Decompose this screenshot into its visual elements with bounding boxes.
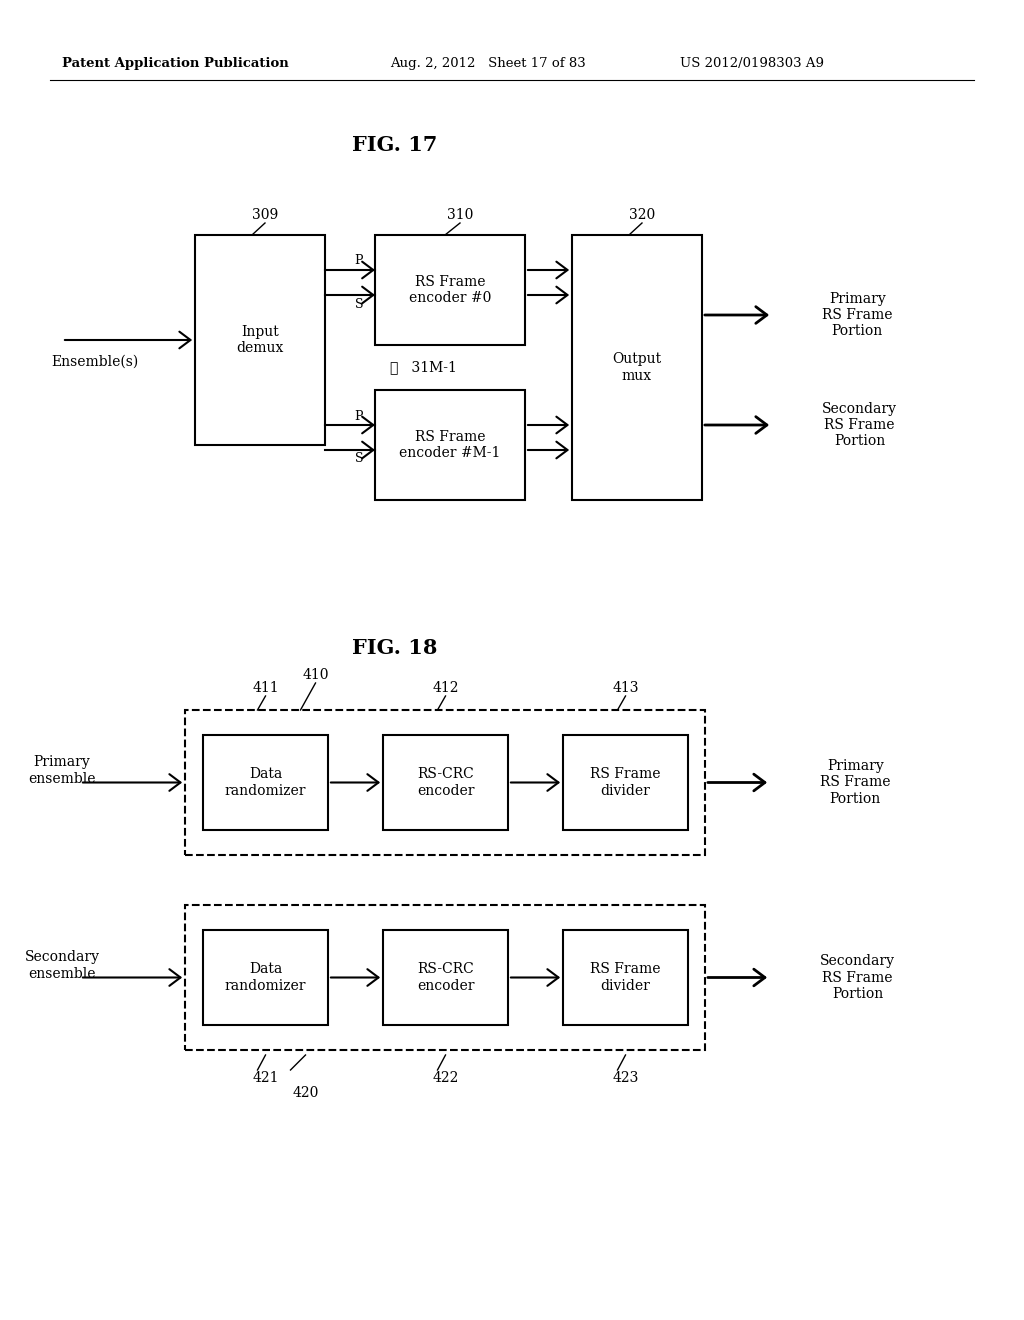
Text: Primary
RS Frame
Portion: Primary RS Frame Portion [820, 759, 891, 805]
Text: 413: 413 [612, 681, 639, 696]
Text: US 2012/0198303 A9: US 2012/0198303 A9 [680, 57, 824, 70]
Text: 423: 423 [612, 1071, 639, 1085]
Text: RS-CRC
encoder: RS-CRC encoder [417, 962, 474, 993]
Text: Output
mux: Output mux [612, 352, 662, 383]
Text: 410: 410 [302, 668, 329, 682]
Bar [185, 710, 705, 855]
Text: 309: 309 [252, 209, 279, 222]
Bar [203, 931, 328, 1026]
Bar [383, 735, 508, 830]
Text: Secondary
RS Frame
Portion: Secondary RS Frame Portion [822, 401, 897, 449]
Bar [195, 235, 325, 445]
Text: FIG. 17: FIG. 17 [352, 135, 437, 154]
Text: Patent Application Publication: Patent Application Publication [62, 57, 289, 70]
Text: 412: 412 [432, 681, 459, 696]
Text: Primary
RS Frame
Portion: Primary RS Frame Portion [822, 292, 893, 338]
Bar [383, 931, 508, 1026]
Bar [185, 906, 705, 1049]
Text: 421: 421 [252, 1071, 279, 1085]
Bar [563, 735, 688, 830]
Text: Ensemble(s): Ensemble(s) [51, 355, 138, 370]
Text: 320: 320 [629, 209, 655, 222]
Text: S: S [354, 453, 364, 466]
Text: RS-CRC
encoder: RS-CRC encoder [417, 767, 474, 797]
Text: 310: 310 [446, 209, 473, 222]
Text: 411: 411 [252, 681, 279, 696]
Text: RS Frame
divider: RS Frame divider [590, 767, 660, 797]
Text: Aug. 2, 2012   Sheet 17 of 83: Aug. 2, 2012 Sheet 17 of 83 [390, 57, 586, 70]
Text: Input
demux: Input demux [237, 325, 284, 355]
Bar [375, 235, 525, 345]
Text: RS Frame
encoder #0: RS Frame encoder #0 [409, 275, 492, 305]
Text: P: P [354, 255, 364, 268]
Bar [203, 735, 328, 830]
Text: Primary
ensemble: Primary ensemble [29, 755, 96, 785]
Text: FIG. 18: FIG. 18 [352, 638, 437, 657]
Bar [572, 235, 702, 500]
Text: S: S [354, 297, 364, 310]
Text: Data
randomizer: Data randomizer [224, 767, 306, 797]
Text: Secondary
RS Frame
Portion: Secondary RS Frame Portion [820, 954, 895, 1001]
Text: P: P [354, 409, 364, 422]
Text: 420: 420 [292, 1086, 318, 1100]
Text: RS Frame
divider: RS Frame divider [590, 962, 660, 993]
Bar [563, 931, 688, 1026]
Text: ⋮   31M-1: ⋮ 31M-1 [390, 360, 457, 375]
Text: Data
randomizer: Data randomizer [224, 962, 306, 993]
Bar [375, 389, 525, 500]
Text: Secondary
ensemble: Secondary ensemble [25, 950, 99, 981]
Text: RS Frame
encoder #M-1: RS Frame encoder #M-1 [399, 430, 501, 461]
Text: 422: 422 [432, 1071, 459, 1085]
